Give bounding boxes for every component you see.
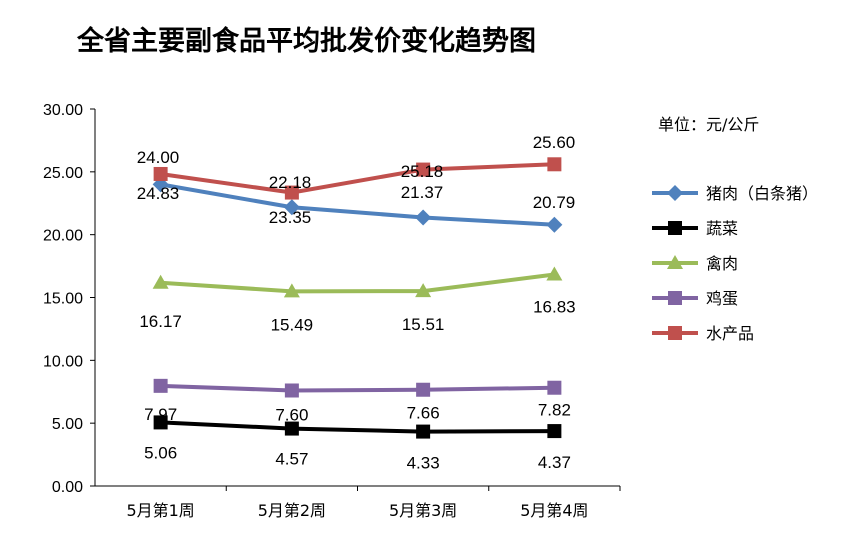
data-label: 25.18 [401, 162, 444, 181]
data-point-marker [547, 424, 562, 439]
data-label: 7.66 [407, 404, 440, 423]
data-point-marker [415, 209, 432, 226]
data-label: 24.00 [137, 148, 180, 167]
y-tick-label: 15.00 [43, 291, 83, 308]
y-tick-label: 10.00 [43, 353, 83, 370]
series-line-3 [160, 383, 555, 393]
data-point-marker [283, 199, 300, 216]
data-label: 15.49 [271, 315, 314, 334]
data-point-marker [547, 157, 562, 172]
y-tick-label: 25.00 [43, 165, 83, 182]
data-point-marker [153, 378, 168, 393]
legend-label: 禽肉 [706, 254, 738, 273]
series-line-1 [160, 420, 555, 434]
data-point-marker [416, 424, 431, 439]
legend-marker [667, 255, 683, 269]
legend-label: 蔬菜 [706, 219, 738, 238]
data-label: 7.97 [144, 405, 177, 424]
data-label: 24.83 [137, 184, 180, 203]
data-label: 7.60 [275, 405, 308, 424]
data-label: 4.33 [407, 454, 440, 473]
legend-label: 鸡蛋 [706, 289, 738, 308]
series-line-0 [160, 182, 555, 227]
x-tick-label: 5月第3周 [389, 501, 457, 520]
data-point-marker [547, 380, 562, 395]
legend-label: 猪肉（白条猪） [706, 184, 818, 203]
legend-marker [668, 221, 682, 235]
data-point-marker [284, 185, 299, 200]
data-label: 16.17 [139, 312, 182, 331]
y-tick-label: 0.00 [52, 479, 83, 496]
data-point-marker [283, 283, 300, 298]
data-label: 23.35 [269, 208, 312, 227]
data-point-marker [416, 162, 431, 177]
y-tick-label: 5.00 [52, 416, 83, 433]
legend-marker [668, 326, 682, 340]
data-point-marker [546, 266, 563, 281]
data-point-marker [153, 415, 168, 430]
data-point-marker [152, 274, 169, 289]
data-label: 7.82 [538, 401, 571, 420]
data-label: 5.06 [144, 443, 177, 462]
data-label: 22.18 [269, 173, 312, 192]
data-point-marker [415, 283, 432, 298]
x-tick-label: 5月第2周 [258, 501, 326, 520]
data-label: 4.37 [538, 453, 571, 472]
legend-marker [668, 291, 682, 305]
data-point-marker [546, 216, 563, 233]
legend-marker [667, 185, 683, 201]
x-tick-label: 5月第1周 [126, 501, 194, 520]
data-label: 25.60 [533, 133, 576, 152]
chart-title: 全省主要副食品平均批发价变化趋势图 [76, 25, 536, 57]
data-label: 16.83 [533, 298, 576, 317]
data-label: 20.79 [533, 193, 576, 212]
data-point-marker [284, 421, 299, 436]
data-label: 15.51 [402, 315, 445, 334]
series-line-4 [160, 162, 555, 195]
series-line-2 [160, 272, 555, 294]
x-tick-label: 5月第4周 [520, 501, 588, 520]
y-tick-label: 20.00 [43, 228, 83, 245]
unit-label: 单位：元/公斤 [658, 115, 759, 134]
data-point-marker [284, 383, 299, 398]
legend-label: 水产品 [706, 324, 754, 343]
y-tick-label: 30.00 [43, 102, 83, 119]
data-label: 21.37 [401, 183, 444, 202]
data-point-marker [416, 382, 431, 397]
data-label: 4.57 [275, 450, 308, 469]
data-point-marker [153, 166, 168, 181]
